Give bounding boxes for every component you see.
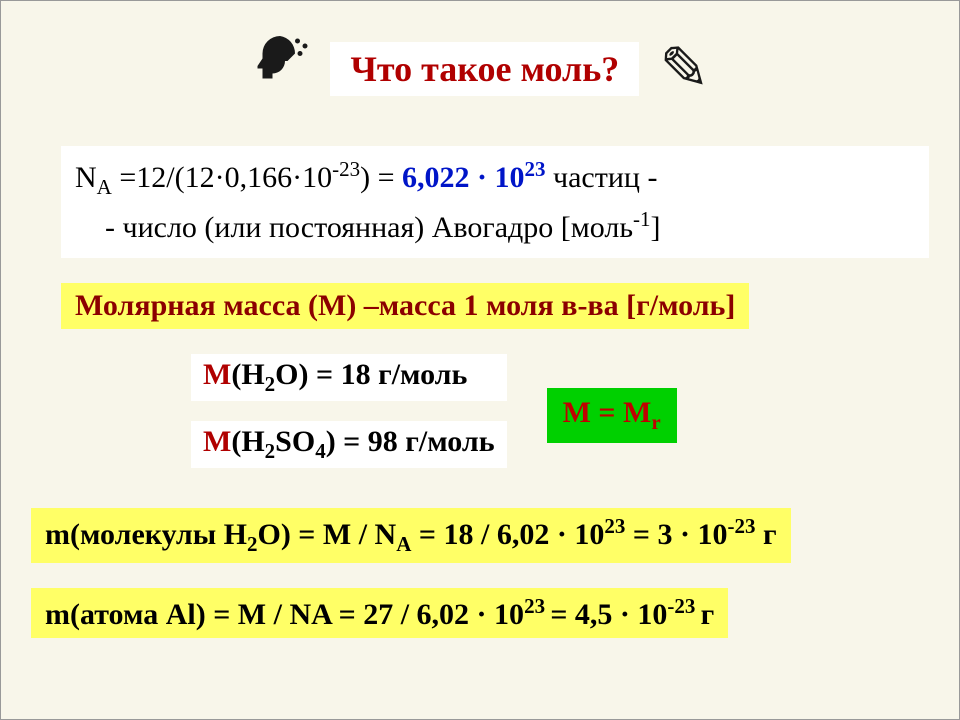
na-exp1: -23 [332, 157, 360, 181]
page-title: Что такое моль? [330, 42, 639, 96]
head-talking-icon [250, 31, 310, 106]
h2so4-mid: SO [275, 425, 315, 458]
h2o-m: М [203, 358, 231, 391]
h2so4-sub1: 2 [265, 439, 276, 463]
mm-mid2: = 18 / 6,02 · 10 [411, 518, 604, 551]
h2so4-close: ) = 98 г/моль [326, 425, 495, 458]
h2o-sub: 2 [265, 372, 276, 396]
molar-mass-def: Молярная масса (М) –масса 1 моля в-ва [г… [61, 283, 749, 329]
na-line2-suffix: ] [651, 211, 661, 244]
mm-subA: A [396, 532, 411, 556]
h2so4-open: (Н [231, 425, 264, 458]
am-exp1: 23 [524, 594, 550, 618]
na-symbol: N [75, 161, 97, 194]
avogadro-formula: NA =12/(12·0,166·10-23) = 6,022 · 1023 ч… [75, 161, 657, 194]
example-h2so4: М(Н2SO4) = 98 г/моль [191, 421, 507, 468]
examples-column: М(Н2О) = 18 г/моль М(Н2SO4) = 98 г/моль [191, 354, 507, 478]
mm-exp1: 23 [604, 514, 625, 538]
identity-box: M = Mr [547, 388, 677, 443]
pencil-icon: ✎ [659, 34, 709, 104]
na-value: 6,022 · 10 [402, 161, 525, 194]
na-mid: ) = [360, 161, 402, 194]
avogadro-box: NA =12/(12·0,166·10-23) = 6,022 · 1023 ч… [61, 146, 929, 258]
mm-prefix: m(молекулы Н [45, 518, 247, 551]
na-exp2: 23 [525, 157, 546, 181]
mm-mid1: О) = М / N [257, 518, 396, 551]
h2so4-m: М [203, 425, 231, 458]
na-eq: =12/(12·0,166·10 [112, 161, 332, 194]
identity-sub: r [651, 410, 660, 434]
am-prefix: m(атома Al) = М / NA = 27 / 6,02 · 10 [45, 598, 524, 631]
example-h2o: М(Н2О) = 18 г/моль [191, 354, 507, 401]
examples-row: М(Н2О) = 18 г/моль М(Н2SO4) = 98 г/моль … [191, 354, 929, 478]
molecule-mass-box: m(молекулы Н2О) = М / NA = 18 / 6,02 · 1… [31, 508, 791, 563]
mm-suffix: г [755, 518, 776, 551]
am-mid: = 4,5 · 10 [550, 598, 667, 631]
avogadro-label: - число (или постоянная) Авогадро [моль-… [105, 211, 661, 244]
molar-mass-text: Молярная масса (М) –масса 1 моля в-ва [г… [75, 289, 735, 322]
h2so4-sub2: 4 [315, 439, 326, 463]
na-line2-prefix: - число (или постоянная) Авогадро [моль [105, 211, 633, 244]
h2o-close: О) = 18 г/моль [275, 358, 467, 391]
na-line2-exp: -1 [633, 207, 651, 231]
mm-mid3: = 3 · 10 [625, 518, 727, 551]
identity-lhs: M = M [563, 396, 652, 429]
na-sub: A [97, 175, 112, 199]
h2o-open: (Н [231, 358, 264, 391]
na-units: частиц - [546, 161, 658, 194]
mm-exp2: -23 [727, 514, 755, 538]
atom-mass-box: m(атома Al) = М / NA = 27 / 6,02 · 1023 … [31, 588, 728, 638]
mm-sub1: 2 [247, 532, 258, 556]
title-row: Что такое моль? ✎ [31, 31, 929, 106]
am-exp2: -23 [667, 594, 700, 618]
am-suffix: г [701, 598, 715, 631]
